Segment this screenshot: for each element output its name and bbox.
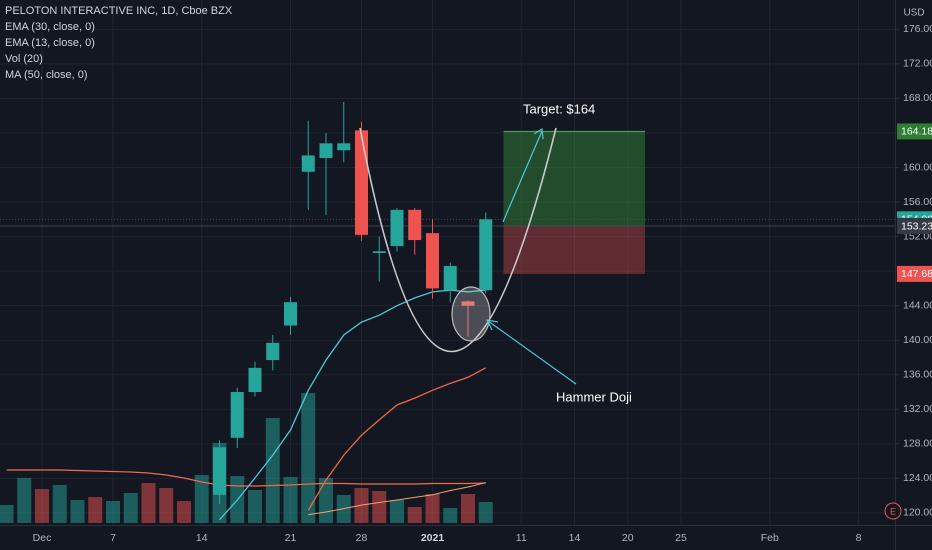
x-tick-label: 8 — [856, 532, 862, 544]
profit-zone — [503, 131, 645, 226]
x-tick-label: Dec — [33, 532, 52, 544]
indicator-line — [307, 367, 487, 511]
y-tick-label: 144.00 — [903, 299, 932, 311]
volume-bar — [372, 491, 387, 523]
volume-bar — [88, 497, 103, 523]
volume-bar — [17, 478, 32, 523]
volume-bar — [265, 418, 280, 523]
loss-zone — [503, 225, 645, 274]
y-tick-label: 140.00 — [903, 334, 932, 346]
x-tick-label: 7 — [110, 532, 116, 544]
price-tag-label: 164.18 — [901, 126, 932, 138]
legend-entry: EMA (13, close, 0) — [5, 37, 95, 49]
price-tag-label: 153.23 — [901, 220, 932, 232]
y-tick-label: 136.00 — [903, 369, 932, 381]
candle-body — [284, 302, 297, 326]
y-tick-label: 128.00 — [903, 438, 932, 450]
candle-body — [266, 342, 280, 361]
volume-bar — [70, 500, 85, 523]
volume-bar — [461, 494, 475, 523]
volume-bar — [52, 485, 67, 523]
volume-bar — [283, 477, 298, 523]
x-tick-label: 14 — [569, 532, 581, 544]
volume-bar — [425, 494, 440, 523]
candle-body — [426, 233, 439, 289]
doji-arrow-head — [485, 319, 499, 331]
earnings-marker[interactable] — [884, 502, 902, 520]
x-tick-label: 11 — [516, 532, 527, 544]
candle-body — [443, 265, 457, 291]
x-tick-label: 2021 — [421, 532, 445, 544]
x-tick-label: 20 — [622, 532, 634, 544]
volume-bar — [443, 508, 458, 523]
volume-bar — [35, 489, 49, 523]
volume-bar — [123, 493, 138, 523]
doji-highlight — [451, 286, 491, 342]
volume-bar — [301, 393, 316, 523]
doji-arrow — [487, 320, 577, 385]
target-arrow — [502, 130, 543, 223]
volume-bar — [194, 475, 209, 523]
cup-curve — [359, 127, 557, 353]
price-tag — [897, 265, 932, 282]
candle-body — [479, 219, 493, 291]
indicator-line — [219, 289, 486, 521]
candle-body — [301, 155, 315, 172]
y-tick-label: 168.00 — [903, 92, 932, 104]
y-tick-label: 120.00 — [903, 507, 932, 519]
drawings — [359, 127, 577, 385]
indicator-line — [308, 482, 486, 516]
candle-body — [461, 301, 475, 306]
price-tag — [897, 123, 932, 140]
price-tag — [897, 217, 932, 234]
x-tick-label: 14 — [196, 532, 208, 544]
candle-body — [372, 251, 386, 254]
volume-bar — [390, 500, 404, 523]
chart-title: PELOTON INTERACTIVE INC, 1D, Cboe BZX — [5, 5, 233, 17]
candle-body — [248, 367, 262, 393]
volume-bar — [141, 483, 156, 523]
candle-body — [213, 447, 226, 495]
x-tick-label: 25 — [675, 532, 687, 544]
annotation-target: Target: $164 — [523, 101, 595, 116]
candle-body — [230, 392, 244, 438]
x-tick-label: Feb — [761, 532, 779, 544]
x-tick-label: 21 — [285, 532, 297, 544]
volume-bar — [407, 507, 422, 523]
y-tick-label: 160.00 — [903, 161, 932, 173]
volume-ma-line — [6, 469, 486, 487]
legend-entry: Vol (20) — [5, 53, 43, 65]
volume-bar — [106, 501, 120, 523]
candle-body — [355, 130, 368, 235]
y-tick-label: 132.00 — [903, 403, 932, 415]
y-tick-label: 172.00 — [903, 58, 932, 70]
volume-bar — [478, 502, 493, 523]
legend-entry: EMA (30, close, 0) — [5, 21, 95, 33]
target-arrow-head — [533, 127, 544, 140]
y-tick-label: 156.00 — [903, 196, 932, 208]
volume-bar — [177, 501, 191, 523]
price-tag-label: 147.68 — [901, 268, 932, 280]
x-tick-label: 28 — [356, 532, 368, 544]
earnings-marker-label[interactable]: E — [890, 506, 896, 516]
y-tick-label: 124.00 — [903, 472, 932, 484]
candle-body — [319, 143, 333, 159]
candle-body — [337, 143, 351, 151]
annotation-doji: Hammer Doji — [556, 389, 632, 404]
y-tick-label: 176.00 — [903, 23, 932, 35]
volume-bar — [248, 490, 262, 523]
currency-label: USD — [903, 8, 924, 19]
volume-bar — [0, 505, 14, 523]
volume-bar — [159, 488, 174, 523]
volume-bar — [319, 478, 333, 523]
legend-entry: MA (50, close, 0) — [5, 69, 88, 81]
plot-area — [0, 0, 895, 525]
candle-body — [408, 209, 422, 241]
overlay: 120.00 124.00 128.00 132.00 136.00 140.00 144.… — [33, 23, 932, 544]
candle-body — [390, 209, 404, 247]
